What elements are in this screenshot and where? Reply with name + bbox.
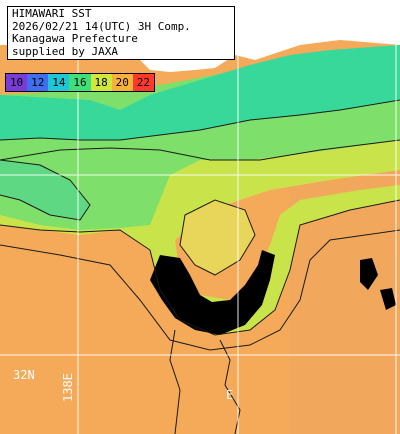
isotherm-8 [169,329,181,434]
ocean-cold-area [0,45,400,140]
isotherm-3 [0,229,400,351]
no-data-speckle-east [360,258,378,290]
scale-cell-10: 10 [6,74,28,91]
no-data-speckle-se [380,288,396,310]
isotherm-5 [0,99,400,141]
isotherm-4 [179,199,256,276]
isotherm-2 [0,199,400,336]
isotherm-contours [0,99,400,434]
lon-label-partial: E [226,388,234,402]
scale-cell-22: 22 [132,74,154,91]
no-data-patch [150,250,275,335]
title-line-product: HIMAWARI SST [12,7,92,20]
scale-cell-14: 14 [48,74,70,91]
color-scale-legend: 10 12 14 16 18 20 22 [5,73,155,92]
scale-cell-18: 18 [90,74,112,91]
scale-cell-20: 20 [111,74,133,91]
title-line-source: supplied by JAXA [12,44,118,58]
title-line-datetime: 2026/02/21 14(UTC) 3H Comp. [12,19,191,33]
isotherm-1 [0,139,400,161]
title-box: HIMAWARI SST 2026/02/21 14(UTC) 3H Comp.… [7,6,235,60]
lat-label-32n: 32N [13,368,35,382]
title-line-region: Kanagawa Prefecture [12,32,138,45]
scale-cell-16: 16 [69,74,91,91]
isotherm-6 [0,159,91,221]
lon-label-138e: 138E [61,373,75,402]
warm-pocket-center [180,200,255,275]
scale-cell-12: 12 [27,74,49,91]
